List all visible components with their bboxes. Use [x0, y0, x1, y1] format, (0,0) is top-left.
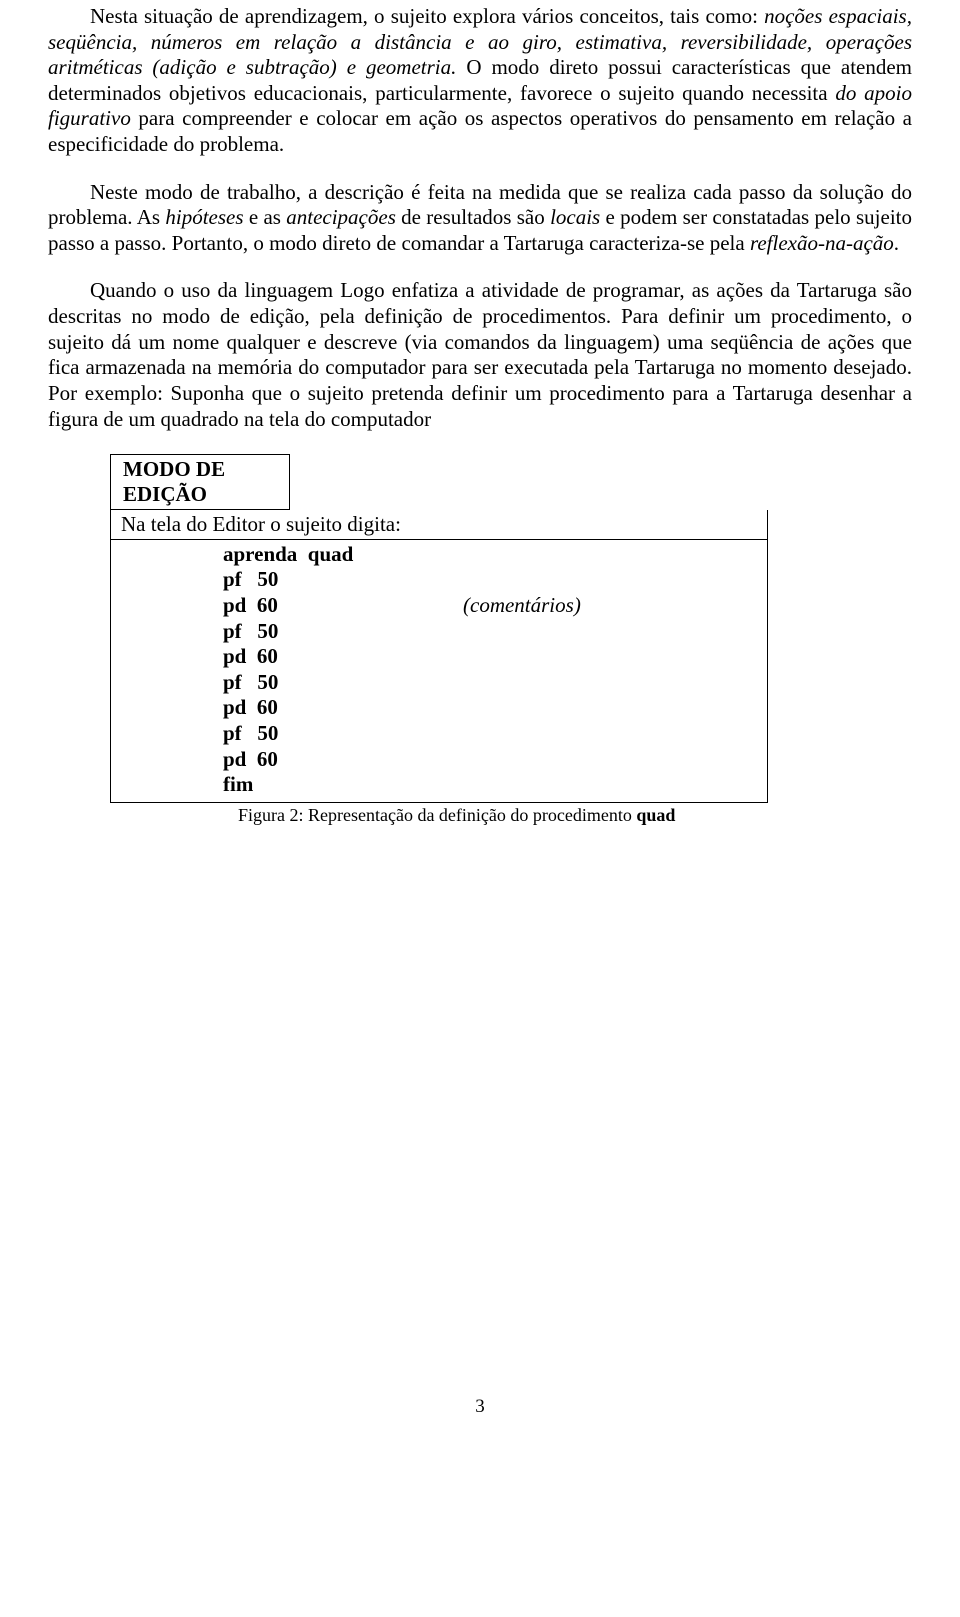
table-subheader: Na tela do Editor o sujeito digita: [110, 510, 768, 540]
code-table: MODO DE EDIÇÃO Na tela do Editor o sujei… [110, 454, 768, 803]
p2-text-b: hipóteses [165, 205, 243, 229]
figure-caption-a: Figura 2: Representação da definição do … [238, 805, 636, 825]
code-line-10: fim [223, 772, 761, 798]
p1-text-a: Nesta situação de aprendizagem, o sujeit… [90, 4, 764, 28]
p3-text: Quando o uso da linguagem Logo enfatiza … [48, 278, 912, 430]
paragraph-2: Neste modo de trabalho, a descrição é fe… [48, 180, 912, 257]
table-body: aprenda quad pf 50 pd 60 (comentários) p… [110, 540, 768, 803]
page-number: 3 [48, 1396, 912, 1418]
table-header-line2: EDIÇÃO [123, 482, 279, 507]
code-line-9: pd 60 [223, 747, 761, 773]
code-line-8: pf 50 [223, 721, 761, 747]
p2-text-e: de resultados são [396, 205, 550, 229]
p2-text-h: reflexão-na-ação [750, 231, 894, 255]
code-line-4: pf 50 [223, 619, 761, 645]
p2-text-i: . [894, 231, 899, 255]
code-line-3: pd 60 (comentários) [223, 593, 761, 619]
code-line-2: pf 50 [223, 567, 761, 593]
code-line-1: aprenda quad [223, 542, 761, 568]
p1-text-e: para compreender e colocar em ação os as… [48, 106, 912, 156]
table-header-line1: MODO DE [123, 457, 279, 482]
p2-text-c: e as [244, 205, 287, 229]
document-page: Nesta situação de aprendizagem, o sujeit… [0, 0, 960, 1418]
code-line-3-right: (comentários) [463, 593, 581, 619]
paragraph-1: Nesta situação de aprendizagem, o sujeit… [48, 4, 912, 158]
table-header: MODO DE EDIÇÃO [110, 454, 290, 510]
code-line-5: pd 60 [223, 644, 761, 670]
code-line-3-left: pd 60 [223, 593, 463, 619]
p2-text-f: locais [550, 205, 600, 229]
paragraph-3: Quando o uso da linguagem Logo enfatiza … [48, 278, 912, 432]
p2-text-d: antecipações [286, 205, 396, 229]
code-line-6: pf 50 [223, 670, 761, 696]
code-line-7: pd 60 [223, 695, 761, 721]
figure-caption: Figura 2: Representação da definição do … [238, 805, 912, 826]
figure-caption-b: quad [636, 805, 675, 825]
